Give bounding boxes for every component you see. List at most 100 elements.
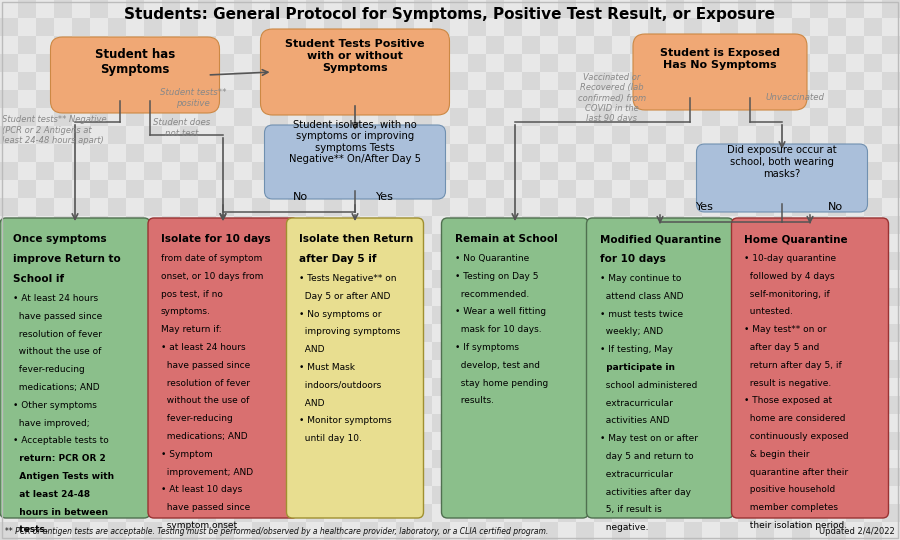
Bar bbox=[576, 54, 594, 72]
Bar bbox=[576, 342, 594, 360]
Bar bbox=[756, 54, 774, 72]
Bar bbox=[648, 90, 666, 108]
Bar bbox=[180, 126, 198, 144]
Bar bbox=[828, 234, 846, 252]
Bar bbox=[414, 0, 432, 18]
Bar bbox=[594, 396, 612, 414]
Bar bbox=[522, 396, 540, 414]
Bar bbox=[18, 468, 36, 486]
Text: have improved;: have improved; bbox=[13, 418, 90, 428]
Bar bbox=[306, 252, 324, 270]
Text: tests.: tests. bbox=[13, 525, 49, 535]
Bar bbox=[126, 468, 144, 486]
Bar bbox=[738, 72, 756, 90]
Bar bbox=[342, 180, 360, 198]
Text: pos test, if no: pos test, if no bbox=[161, 289, 223, 299]
Bar bbox=[414, 72, 432, 90]
Bar bbox=[810, 72, 828, 90]
Text: without the use of: without the use of bbox=[161, 396, 249, 406]
Bar bbox=[396, 234, 414, 252]
Bar bbox=[144, 162, 162, 180]
Bar bbox=[90, 468, 108, 486]
Bar bbox=[0, 486, 18, 504]
Bar bbox=[432, 522, 450, 540]
Bar bbox=[774, 180, 792, 198]
Bar bbox=[756, 270, 774, 288]
Bar bbox=[450, 144, 468, 162]
Text: improving symptoms: improving symptoms bbox=[300, 327, 400, 336]
Bar bbox=[450, 288, 468, 306]
Bar bbox=[774, 252, 792, 270]
Bar bbox=[810, 288, 828, 306]
Bar bbox=[738, 360, 756, 378]
Bar bbox=[864, 54, 882, 72]
Bar bbox=[666, 108, 684, 126]
Bar bbox=[738, 0, 756, 18]
Bar bbox=[522, 72, 540, 90]
Text: • No Quarantine: • No Quarantine bbox=[454, 254, 529, 263]
Text: • May continue to: • May continue to bbox=[599, 274, 681, 283]
Bar bbox=[720, 162, 738, 180]
Text: Home Quarantine: Home Quarantine bbox=[744, 234, 848, 244]
Bar bbox=[684, 306, 702, 324]
Bar bbox=[72, 270, 90, 288]
Bar bbox=[468, 234, 486, 252]
Bar bbox=[486, 288, 504, 306]
Text: self-monitoring, if: self-monitoring, if bbox=[744, 289, 830, 299]
Bar bbox=[522, 216, 540, 234]
Bar bbox=[486, 108, 504, 126]
Bar bbox=[180, 18, 198, 36]
Bar bbox=[846, 288, 864, 306]
Text: improve Return to: improve Return to bbox=[13, 254, 121, 264]
Bar bbox=[612, 234, 630, 252]
Bar bbox=[486, 144, 504, 162]
Bar bbox=[612, 198, 630, 216]
Bar bbox=[612, 306, 630, 324]
Bar bbox=[882, 216, 900, 234]
Text: AND: AND bbox=[300, 399, 325, 408]
Bar bbox=[504, 234, 522, 252]
FancyBboxPatch shape bbox=[697, 144, 868, 212]
Bar bbox=[756, 162, 774, 180]
Bar bbox=[162, 72, 180, 90]
Bar bbox=[864, 414, 882, 432]
Bar bbox=[468, 162, 486, 180]
Bar bbox=[252, 198, 270, 216]
Bar bbox=[864, 90, 882, 108]
Bar bbox=[432, 198, 450, 216]
Text: member completes: member completes bbox=[744, 503, 839, 512]
Bar bbox=[702, 144, 720, 162]
Bar bbox=[810, 252, 828, 270]
Bar bbox=[306, 288, 324, 306]
Bar bbox=[756, 450, 774, 468]
Bar bbox=[396, 450, 414, 468]
Bar bbox=[558, 432, 576, 450]
Bar bbox=[630, 324, 648, 342]
Bar bbox=[630, 180, 648, 198]
Bar bbox=[666, 360, 684, 378]
Text: Once symptoms: Once symptoms bbox=[13, 234, 106, 244]
Bar bbox=[828, 18, 846, 36]
Bar bbox=[54, 72, 72, 90]
Bar bbox=[774, 396, 792, 414]
Bar bbox=[234, 144, 252, 162]
Text: quarantine after their: quarantine after their bbox=[744, 468, 849, 477]
Bar bbox=[270, 432, 288, 450]
Text: untested.: untested. bbox=[744, 307, 794, 316]
Bar bbox=[252, 54, 270, 72]
Bar bbox=[864, 522, 882, 540]
Bar bbox=[738, 468, 756, 486]
Bar bbox=[522, 36, 540, 54]
Bar bbox=[792, 486, 810, 504]
Bar bbox=[126, 180, 144, 198]
FancyBboxPatch shape bbox=[260, 29, 449, 115]
Bar bbox=[0, 522, 18, 540]
Bar bbox=[486, 36, 504, 54]
Bar bbox=[468, 450, 486, 468]
Bar bbox=[216, 54, 234, 72]
Bar bbox=[36, 306, 54, 324]
Bar bbox=[18, 432, 36, 450]
Bar bbox=[774, 468, 792, 486]
Bar bbox=[54, 324, 72, 342]
Bar bbox=[540, 342, 558, 360]
